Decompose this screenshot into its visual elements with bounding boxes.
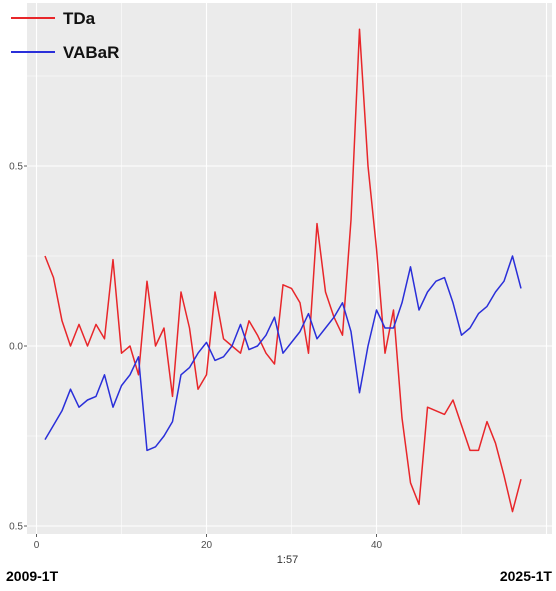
- x-tick-label: 20: [201, 540, 213, 551]
- plot-panel: [27, 3, 552, 534]
- y-tick-label: 0.5: [9, 522, 23, 533]
- y-axis-ticks: 0.5 0.0 0.5: [9, 162, 27, 533]
- x-axis-ticks: 0 20 40: [34, 534, 383, 551]
- minor-gridlines: [27, 3, 552, 534]
- legend: TDa VABaR: [11, 9, 119, 62]
- x-axis-title: 1:57: [277, 554, 298, 566]
- legend-label-vabar: VABaR: [63, 43, 119, 62]
- start-period-label: 2009-1T: [6, 568, 59, 584]
- y-tick-label: 0.5: [9, 162, 23, 173]
- series-line-vabar: [44, 255, 522, 452]
- series-lines: [44, 28, 522, 513]
- y-tick-label: 0.0: [9, 342, 23, 353]
- legend-label-tda: TDa: [63, 9, 96, 28]
- x-tick-label: 0: [34, 540, 40, 551]
- end-period-label: 2025-1T: [499, 568, 552, 584]
- series-line-tda: [44, 28, 522, 513]
- major-gridlines: [27, 3, 552, 534]
- x-tick-label: 40: [371, 540, 383, 551]
